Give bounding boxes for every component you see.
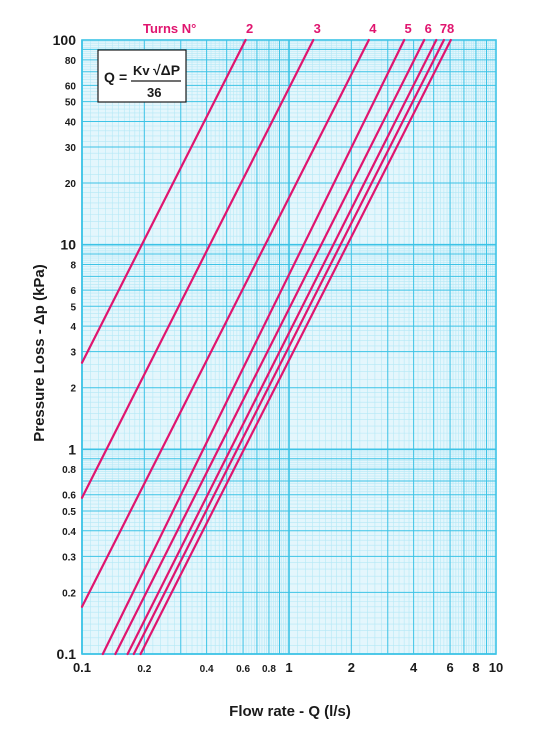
turn-label-4: 4 — [369, 21, 377, 36]
y-tick-label: 30 — [65, 143, 77, 154]
x-tick-label: 1 — [285, 660, 292, 675]
x-tick-label: 6 — [446, 660, 453, 675]
series-line-turns-2 — [80, 38, 315, 499]
x-tick-label: 8 — [472, 660, 479, 675]
turns-header: Turns N° — [143, 21, 196, 36]
series-line-turns-8 — [139, 38, 452, 656]
formula-equals: = — [119, 69, 127, 85]
y-tick-label: 2 — [70, 384, 76, 395]
turn-label-2: 2 — [246, 21, 253, 36]
y-axis-title: Pressure Loss - Δp (kPa) — [31, 264, 48, 442]
y-tick-label: 100 — [53, 32, 77, 48]
plot-frame — [81, 39, 497, 655]
y-tick-label: 60 — [65, 81, 77, 92]
x-tick-label: 2 — [348, 660, 355, 675]
y-tick-label: 20 — [65, 179, 77, 190]
x-axis-title: Flow rate - Q (l/s) — [229, 703, 351, 720]
turn-label-5: 5 — [405, 21, 412, 36]
turn-label-3: 3 — [314, 21, 321, 36]
y-tick-label: 0.2 — [62, 588, 76, 599]
y-tick-label: 0.4 — [62, 527, 76, 538]
series-line-turns-6 — [126, 38, 438, 656]
y-tick-label: 40 — [65, 117, 77, 128]
y-tick-label: 80 — [65, 56, 77, 67]
y-tick-label: 50 — [65, 98, 77, 109]
x-tick-label: 10 — [489, 660, 503, 675]
x-tick-label: 0.2 — [137, 664, 151, 675]
y-tick-label: 0.8 — [62, 465, 76, 476]
formula-denominator: 36 — [147, 85, 161, 100]
formula-box: Q = Kv √ΔP 36 — [97, 49, 187, 103]
y-tick-label: 10 — [60, 237, 76, 253]
series-line-turns-4 — [101, 38, 406, 656]
y-tick-label: 3 — [70, 348, 76, 359]
y-tick-label: 4 — [70, 322, 76, 333]
y-tick-label: 8 — [70, 261, 76, 272]
turn-label-78: 78 — [440, 21, 454, 36]
y-tick-label: 0.3 — [62, 552, 76, 563]
turn-label-6: 6 — [425, 21, 432, 36]
y-tick-label: 0.1 — [57, 646, 77, 662]
formula-lhs: Q — [104, 69, 115, 85]
x-tick-label: 0.1 — [73, 660, 91, 675]
y-tick-label: 5 — [70, 302, 76, 313]
series-lines — [80, 38, 452, 656]
y-tick-label: 0.5 — [62, 507, 76, 518]
tick-labels: 0.1 0.2 0.4 0.6 0.8 1 2 4 6 8 10 0.1 0.2 0.3 0.4 0.5 0.6… — [53, 32, 504, 675]
x-tick-label: 0.8 — [262, 664, 276, 675]
x-tick-label: 4 — [410, 660, 418, 675]
series-line-turns-1 — [80, 38, 247, 364]
x-tick-label: 0.4 — [200, 664, 214, 675]
series-line-turns-7 — [132, 38, 445, 656]
turn-labels: Turns N° 2 3 4 5 6 78 — [143, 21, 454, 36]
y-tick-label: 1 — [68, 441, 76, 457]
series-line-turns-5 — [114, 38, 426, 656]
x-tick-label: 0.6 — [236, 664, 250, 675]
y-tick-label: 6 — [70, 286, 76, 297]
series-line-turns-3 — [80, 38, 370, 608]
formula-numerator-kv: Kv — [133, 63, 150, 78]
formula-numerator-root: √ΔP — [153, 62, 180, 78]
y-tick-label: 0.6 — [62, 491, 76, 502]
